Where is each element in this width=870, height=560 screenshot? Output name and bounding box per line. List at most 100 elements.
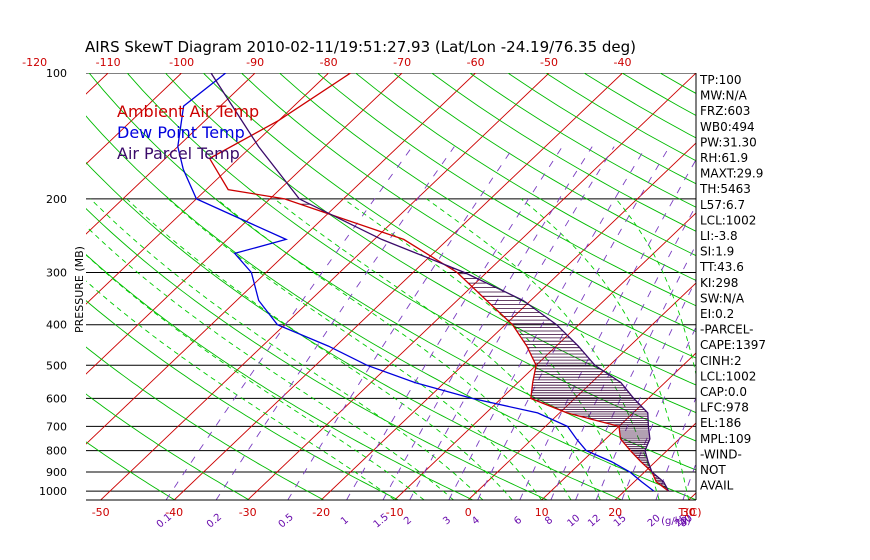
mixing-ratio-line-6	[448, 146, 647, 500]
index-12: TT:43.6	[699, 260, 744, 274]
pressure-tick-1000: 1000	[39, 485, 67, 498]
pressure-tick-600: 600	[46, 392, 67, 405]
moist-adiabat-18	[274, 198, 601, 500]
isotherm-50	[836, 73, 870, 500]
dry-adiabat-330	[164, 73, 696, 414]
isotherm-10	[541, 352, 696, 500]
temp-tick-top--50: -50	[540, 56, 558, 69]
index-10: LI:-3.8	[700, 229, 738, 243]
mixing-ratio-line-9	[550, 204, 696, 500]
mixing-ratio-line-16	[741, 147, 870, 500]
index-24: -WIND-	[700, 447, 742, 461]
isotherm--60	[86, 73, 476, 445]
dewpoint-line	[177, 73, 655, 492]
moist-adiabat-30	[520, 198, 690, 500]
temp-tick-bottom-20: 20	[608, 506, 622, 519]
temp-tick-bottom--40: -40	[165, 506, 183, 519]
dry-adiabat-360	[279, 73, 696, 333]
dry-adiabat-260	[86, 300, 399, 500]
cape-hatching	[300, 203, 668, 490]
mixing-ratio-tick-2: 0.5	[277, 512, 296, 531]
isotherm--20	[320, 142, 696, 500]
temp-tick-bottom--10: -10	[386, 506, 404, 519]
index-6: MAXT:29.9	[700, 167, 763, 181]
temp-tick-bottom-30: 30	[682, 506, 696, 519]
temp-tick-bottom--50: -50	[92, 506, 110, 519]
temp-tick-top--100: -100	[169, 56, 194, 69]
ambient-temp-line	[208, 73, 669, 492]
mixing-ratio-tick-11: 12	[586, 513, 603, 530]
index-5: RH:61.9	[700, 151, 748, 165]
index-8: L57:6.7	[700, 198, 745, 212]
index-18: CINH:2	[700, 354, 742, 368]
temp-tick-top--80: -80	[320, 56, 338, 69]
temp-tick-top--70: -70	[393, 56, 411, 69]
legend-ambient: Ambient Air Temp	[117, 102, 259, 121]
y-axis-label: PRESSURE (MB)	[73, 246, 86, 333]
index-23: MPL:109	[700, 432, 751, 446]
mixing-ratio-line-0	[165, 146, 413, 500]
dry-adiabat-240	[86, 393, 250, 500]
isotherm--10	[394, 212, 696, 500]
dry-adiabat-290	[86, 161, 623, 500]
temp-tick-bottom-0: 0	[465, 506, 472, 519]
isotherm--90	[86, 73, 256, 235]
temp-tick-top--120: -120	[22, 56, 47, 69]
index-19: LCL:1002	[700, 369, 756, 383]
mixing-ratio-line-10	[575, 243, 696, 500]
temp-tick-top--40: -40	[614, 56, 632, 69]
mixing-ratio-line-7	[477, 146, 670, 500]
moist-adiabat-26	[426, 198, 660, 500]
moist-adiabat-2	[90, 198, 484, 500]
mixing-ratio-line-11	[595, 278, 696, 500]
dry-adiabat-400	[431, 73, 696, 232]
pressure-tick-100: 100	[46, 67, 67, 80]
dry-adiabat-300	[86, 115, 696, 500]
x-axis-label: T(C)	[678, 506, 702, 519]
moist-adiabat-6	[126, 198, 513, 500]
temp-tick-bottom-10: 10	[535, 506, 549, 519]
moist-adiabat-34	[615, 198, 696, 377]
index-26: AVAIL	[700, 479, 734, 493]
pressure-tick-900: 900	[46, 466, 67, 479]
mixing-ratio-line-3	[346, 146, 563, 500]
dry-adiabat-340	[202, 73, 696, 386]
dry-adiabat-380	[355, 73, 696, 281]
dry-adiabat-280	[86, 207, 548, 500]
mixing-ratio-tick-7: 4	[470, 515, 482, 528]
parcel-temp-line	[210, 73, 670, 492]
mixing-ratio-tick-8: 6	[512, 515, 524, 528]
index-15: EI:0.2	[700, 307, 734, 321]
index-16: -PARCEL-	[700, 323, 754, 337]
temp-tick-top--60: -60	[467, 56, 485, 69]
index-1: MW:N/A	[700, 89, 748, 103]
temp-tick-bottom--20: -20	[312, 506, 330, 519]
isotherm-40	[762, 73, 870, 500]
isotherm--100	[86, 73, 182, 165]
mixing-ratio-tick-9: 8	[543, 515, 555, 528]
temp-tick-top--90: -90	[246, 56, 264, 69]
mixing-ratio-unit: (g/kg)	[661, 516, 691, 527]
pressure-tick-400: 400	[46, 319, 67, 332]
dry-adiabat-350	[241, 73, 696, 359]
temp-tick-top--110: -110	[96, 56, 121, 69]
pressure-tick-200: 200	[46, 193, 67, 206]
isotherm--120	[0, 73, 35, 500]
moist-adiabat--6	[86, 254, 425, 500]
index-22: EL:186	[700, 416, 741, 430]
mixing-ratio-line-2	[287, 146, 515, 500]
mixing-ratio-tick-6: 3	[441, 515, 453, 528]
dry-adiabat-250	[86, 346, 325, 500]
dry-adiabat-390	[393, 73, 696, 257]
index-0: TP:100	[699, 73, 742, 87]
moist-adiabat-22	[343, 198, 631, 500]
index-25: NOT	[700, 463, 726, 477]
index-21: LFC:978	[700, 401, 749, 415]
index-3: WB0:494	[700, 120, 755, 134]
temp-tick-bottom--30: -30	[239, 506, 257, 519]
legend-parcel: Air Parcel Temp	[117, 144, 240, 163]
index-11: SI:1.9	[700, 245, 734, 259]
dry-adiabat-460	[659, 73, 696, 94]
dry-adiabat-410	[469, 73, 696, 208]
